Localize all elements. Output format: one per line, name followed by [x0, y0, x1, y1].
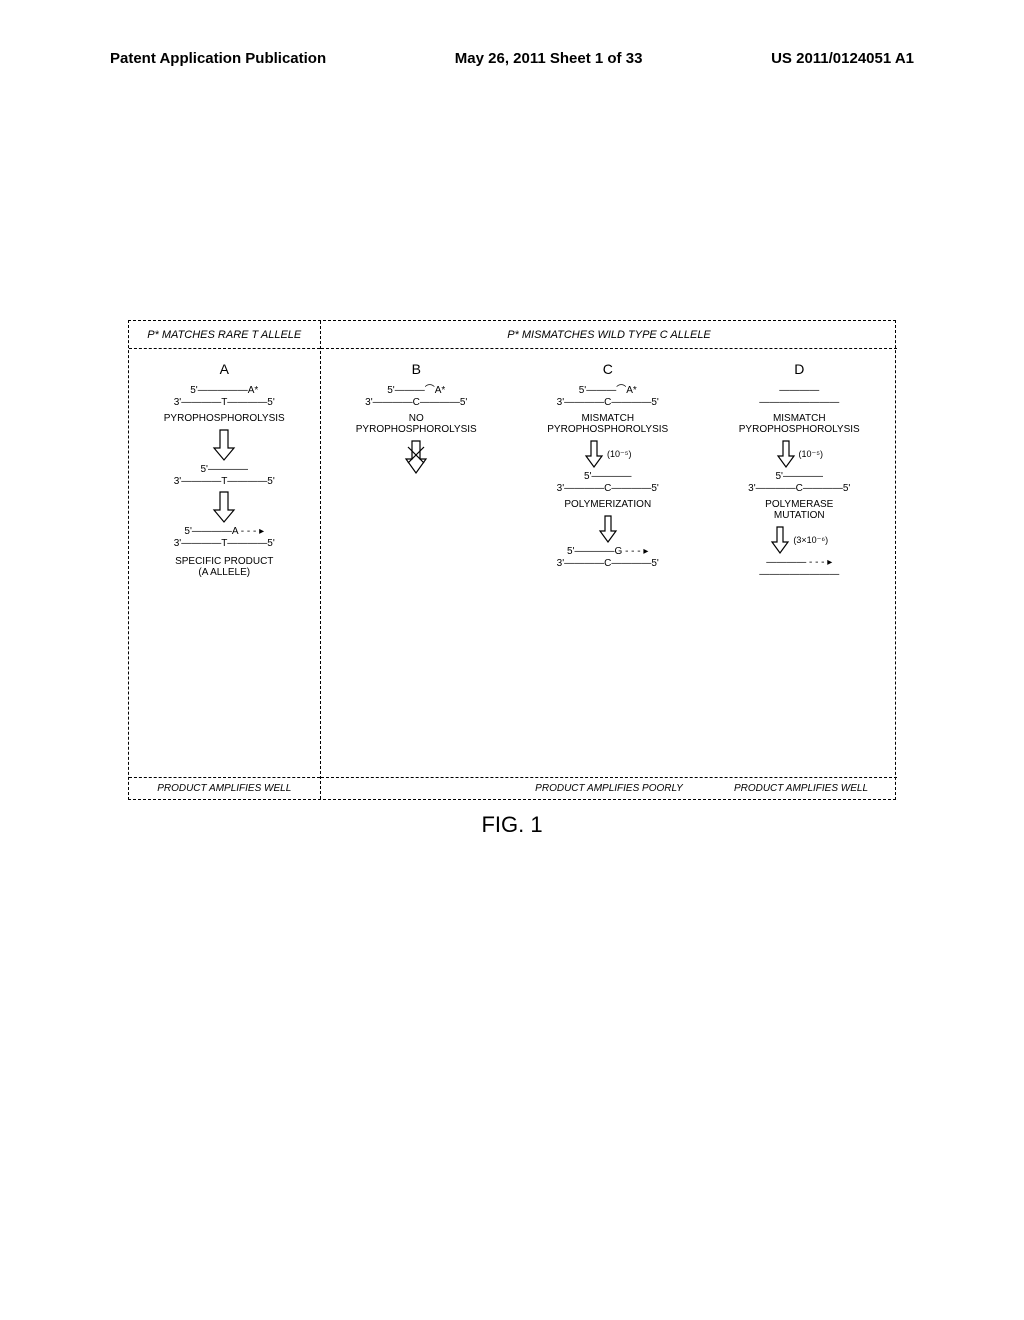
panel-c-strand3: 5'————G - - - ▸ 3'————C————5' [557, 546, 659, 570]
panel-c-footer: PRODUCT AMPLIFIES POORLY [513, 778, 705, 799]
panel-b-strand1: 5'———⌒A* 3'————C————5' [365, 385, 467, 409]
down-arrow-icon [598, 514, 618, 544]
panel-d-rate1: (10⁻⁵) [799, 449, 824, 460]
header-center: May 26, 2011 Sheet 1 of 33 [455, 50, 643, 67]
panel-a-label: A [220, 361, 229, 377]
panel-c-label: C [603, 361, 613, 377]
panel-a-strand1: 5'—————A* 3'————T————5' [174, 385, 275, 409]
panel-c-strand1: 5'———⌒A* 3'————C————5' [557, 385, 659, 409]
panel-right-footer: PRODUCT AMPLIFIES POORLY PRODUCT AMPLIFI… [321, 777, 897, 799]
panel-a-strand2: 5'———— 3'————T————5' [174, 464, 275, 488]
panel-a-strand3: 5'————A - - - ▸ 3'————T————5' [174, 526, 275, 550]
page-header: Patent Application Publication May 26, 2… [0, 50, 1024, 67]
panel-d-strand2: 5'———— 3'————C————5' [748, 471, 850, 495]
panel-c-step2: POLYMERIZATION [564, 499, 651, 510]
panel-c-step1: MISMATCH PYROPHOSPHOROLYSIS [547, 413, 668, 435]
panel-d-step2: POLYMERASE MUTATION [765, 499, 833, 521]
panel-a-product: SPECIFIC PRODUCT (A ALLELE) [175, 556, 273, 578]
blocked-arrow-icon [402, 439, 430, 475]
panel-d-strand3: ———— - - - ▸ ———————— [759, 557, 839, 581]
panel-d: D ———— ———————— MISMATCH PYROPHOSPHOROLY… [704, 321, 896, 799]
panel-a-footer: PRODUCT AMPLIFIES WELL [129, 777, 320, 799]
panel-c: C 5'———⌒A* 3'————C————5' MISMATCH PYROPH… [512, 321, 704, 799]
panel-b-step1: NO PYROPHOSPHOROLYSIS [356, 413, 477, 435]
down-arrow-icon [212, 428, 236, 462]
header-left: Patent Application Publication [110, 50, 326, 67]
panel-c-strand2: 5'———— 3'————C————5' [557, 471, 659, 495]
down-arrow-icon [776, 439, 796, 469]
panel-b-label: B [412, 361, 421, 377]
figure-diagram: P* MATCHES RARE T ALLELE A 5'—————A* 3'—… [128, 320, 896, 800]
panel-a-step1: PYROPHOSPHOROLYSIS [164, 413, 285, 424]
down-arrow-icon [584, 439, 604, 469]
panel-d-rate2: (3×10⁻⁶) [793, 535, 828, 546]
figure-caption: FIG. 1 [0, 812, 1024, 838]
panel-d-strand1: ———— ———————— [759, 385, 839, 409]
down-arrow-icon [212, 490, 236, 524]
down-arrow-icon [770, 525, 790, 555]
panel-a: P* MATCHES RARE T ALLELE A 5'—————A* 3'—… [129, 321, 321, 799]
panel-a-title: P* MATCHES RARE T ALLELE [129, 321, 320, 349]
header-right: US 2011/0124051 A1 [771, 50, 914, 67]
panel-b-footer [321, 778, 513, 799]
panel-d-label: D [794, 361, 804, 377]
panel-d-footer: PRODUCT AMPLIFIES WELL [705, 778, 897, 799]
panel-d-step1: MISMATCH PYROPHOSPHOROLYSIS [739, 413, 860, 435]
panel-c-rate1: (10⁻⁵) [607, 449, 632, 460]
panel-b: B 5'———⌒A* 3'————C————5' NO PYROPHOSPHOR… [321, 321, 513, 799]
